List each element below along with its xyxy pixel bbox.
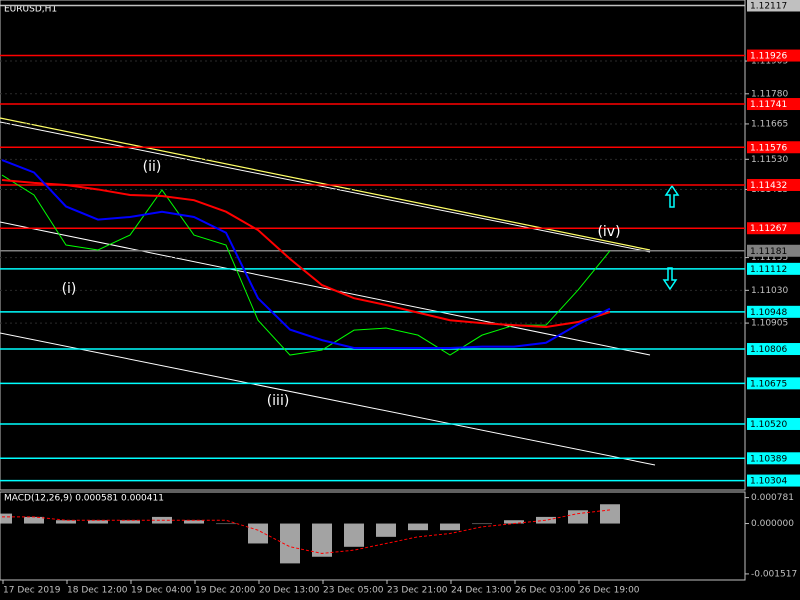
level-box [747,178,800,191]
macd-frame [0,491,746,581]
trendline [0,117,651,251]
y-tick-label: 1.11665 [751,119,788,129]
y-tick-label: 1.11155 [751,253,788,263]
level-label: 1.11267 [750,224,787,234]
level-label: 1.10389 [750,454,787,464]
level-box [747,262,800,275]
macd-bar [376,523,396,537]
level-label: 1.12117 [750,2,787,12]
level-label: 1.11741 [750,100,787,110]
channel-line [0,221,651,356]
level-label: 1.10806 [750,345,787,355]
y-tick-label: 1.11780 [751,89,788,99]
macd-bar [344,523,364,547]
macd-bar [56,520,76,524]
macd-bar [440,523,460,531]
macd-bar [216,523,236,525]
channel-line [0,332,656,466]
y-tick-label: 1.10905 [751,319,788,329]
macd-bar [408,523,428,531]
y-tick-label: 1.11905 [751,57,788,67]
macd-bar [88,520,108,524]
macd-bar [472,523,492,525]
level-label: 1.10520 [750,420,787,430]
level-box [747,377,800,390]
level-label: 1.11432 [750,181,787,191]
y-tick-label: 1.11030 [751,286,788,296]
macd-bar [184,520,204,524]
x-tick-label: 23 Dec 05:00 [323,586,384,596]
down-arrow [662,267,678,291]
y-tick-label: 0.000781 [751,493,794,503]
moving-average [1,159,611,349]
macd-bar [0,513,12,524]
level-box [747,343,800,356]
y-tick-label: 1.11530 [751,155,788,165]
macd-bar [280,523,300,564]
wave-label: (i) [62,281,77,297]
macd-bar [120,520,140,524]
macd-bar [568,510,588,524]
level-label: 1.11576 [750,143,787,153]
signal-line [2,509,611,554]
level-label: 1.10948 [750,308,787,318]
y-tick-label: 0.000000 [751,519,794,529]
level-box [747,305,800,318]
macd-bar [504,520,524,524]
level-box [747,452,800,465]
price-line [1,174,611,356]
chart-title: EURUSD,H1 [4,5,57,15]
level-label: 1.11112 [750,265,787,275]
wave-label: (iii) [267,393,290,409]
x-tick-label: 23 Dec 21:00 [387,586,448,596]
level-box [747,474,800,487]
level-label: 1.10675 [750,379,787,389]
macd-bar [536,516,556,524]
y-tick-label: -0.001517 [751,569,797,579]
x-tick-label: 20 Dec 13:00 [259,586,320,596]
macd-title: MACD(12,26,9) 0.000581 0.000411 [4,494,164,504]
wave-label: (iv) [597,224,620,240]
x-tick-label: 26 Dec 19:00 [579,586,640,596]
level-label: 1.10304 [750,477,787,487]
level-box [747,0,800,12]
x-tick-label: 24 Dec 13:00 [451,586,512,596]
macd-bar [24,516,44,524]
x-tick-label: 17 Dec 2019 [3,586,61,596]
level-box [747,244,800,257]
main-frame [0,0,746,491]
x-tick-label: 26 Dec 03:00 [515,586,576,596]
x-tick-label: 18 Dec 12:00 [67,586,128,596]
x-tick-label: 19 Dec 20:00 [195,586,256,596]
x-tick-label: 19 Dec 04:00 [131,586,192,596]
level-label: 1.11926 [750,52,787,62]
macd-bar [600,504,620,524]
level-box [747,222,800,235]
level-label: 1.11181 [750,247,787,257]
level-box [747,141,800,154]
level-box [747,49,800,62]
level-box [747,417,800,430]
macd-bar [312,523,332,557]
moving-average [1,179,611,329]
level-box [747,98,800,111]
up-arrow [664,184,680,208]
trendline [0,121,651,253]
wave-label: (ii) [143,159,162,175]
